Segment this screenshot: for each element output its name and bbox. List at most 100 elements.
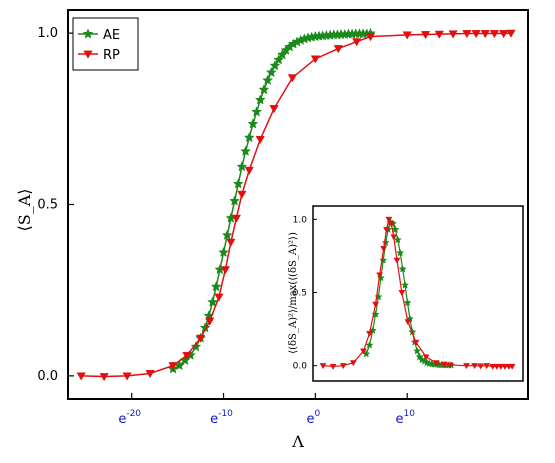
series-rp [76, 29, 516, 382]
data-point-ae [265, 66, 277, 78]
inset-plot-frame [312, 205, 524, 382]
inset-data-point-rp [497, 363, 505, 370]
data-point-rp [226, 238, 236, 247]
inset-data-point-rp [398, 290, 406, 297]
data-point-rp [182, 351, 192, 361]
inset-data-point-ae [371, 310, 380, 318]
inset-data-point-rp [349, 360, 357, 367]
data-point-rp [420, 31, 431, 40]
inset-data-point-rp [483, 363, 491, 370]
data-point-rp [237, 190, 247, 199]
inset-data-point-rp [493, 363, 501, 370]
inset-data-point-ae [393, 235, 402, 244]
data-point-rp [220, 266, 230, 275]
inset-data-point-ae [398, 264, 407, 273]
data-point-rp [506, 29, 516, 38]
data-point-rp [205, 317, 215, 326]
x-tick-label: e-10 [210, 409, 233, 427]
data-point-ae [221, 229, 233, 240]
inset-data-point-ae [413, 346, 422, 355]
data-point-rp [145, 370, 155, 379]
main-y-ticks: 0.0 0.5 1.0 [37, 26, 74, 384]
x-tick-label: e-20 [118, 409, 141, 427]
inset-data-point-rp [372, 301, 380, 308]
data-point-ae [236, 161, 248, 172]
inset-data-point-ae [365, 340, 374, 349]
inset-data-point-rp [380, 246, 388, 253]
inset-data-point-rp [390, 234, 398, 241]
inset-y-axis-label: ⟨(δS_A)²⟩/max(⟨(δS_A)²⟩) [288, 232, 299, 354]
inset-data-point-rp [471, 363, 479, 370]
data-point-rp [214, 293, 224, 302]
data-point-rp [448, 30, 458, 39]
data-point-ae [243, 132, 255, 143]
inset-data-point-rp [383, 227, 390, 234]
inset-data-point-rp [508, 363, 516, 370]
inset-data-point-ae [396, 248, 405, 257]
inset-data-point-rp [387, 221, 395, 228]
inset-chart: 0.0 0.5 1.0 ⟨(δS_A)²⟩/max(⟨(δS_A)²⟩) [288, 205, 524, 382]
inset-data-point-rp [339, 363, 347, 370]
data-point-ae [229, 195, 240, 206]
main-chart: 0.0 0.5 1.0 e-20 e-10 e0 e10 Λ ⟨S_A⟩ AE RP [15, 9, 529, 451]
data-point-ae [276, 49, 288, 60]
data-point-ae [251, 106, 262, 117]
inset-data-point-rp [393, 257, 401, 264]
data-point-ae [190, 341, 202, 352]
legend: AE RP [72, 17, 139, 71]
inset-data-point-rp [463, 363, 470, 370]
legend-box [72, 17, 139, 71]
inset-data-point-rp [477, 363, 485, 370]
data-point-rp [310, 55, 320, 64]
data-point-ae [232, 178, 244, 189]
data-point-rp [244, 166, 254, 175]
inset-data-point-ae [403, 298, 412, 307]
data-point-rp [195, 334, 206, 343]
inset-data-point-rp [404, 319, 412, 326]
data-point-ae [247, 118, 259, 129]
data-point-rp [76, 372, 86, 381]
data-point-rp [99, 373, 109, 382]
x-tick-label: e10 [395, 409, 415, 427]
data-point-rp [402, 31, 412, 40]
data-point-rp [480, 30, 490, 39]
data-point-ae [254, 94, 266, 105]
inset-data-point-rp [422, 354, 430, 361]
main-series [76, 27, 516, 382]
data-point-rp [269, 105, 279, 114]
legend-label-ae: AE [103, 28, 120, 43]
inset-data-point-ae [401, 280, 410, 289]
data-point-rp [333, 45, 343, 54]
inset-data-point-rp [366, 330, 373, 337]
data-point-rp [471, 30, 481, 39]
data-point-rp [287, 74, 298, 83]
inset-data-point-rp [319, 363, 327, 370]
data-point-rp [434, 30, 444, 39]
inset-y-tick-label: 0.5 [293, 289, 307, 299]
data-point-rp [231, 214, 242, 223]
data-point-ae [240, 145, 251, 156]
inset-data-point-rp [385, 216, 393, 223]
data-point-rp [499, 30, 509, 39]
data-point-rp [352, 38, 362, 47]
data-point-rp [255, 135, 265, 145]
data-point-rp [489, 30, 500, 39]
legend-label-rp: RP [103, 48, 120, 63]
x-tick-label: e0 [307, 409, 321, 427]
data-point-rp [168, 362, 178, 371]
y-tick-label: 0.5 [37, 198, 58, 213]
data-point-rp [122, 372, 132, 381]
inset-y-ticks: 0.0 0.5 1.0 [293, 215, 317, 372]
inset-data-point-rp [360, 348, 367, 355]
inset-data-point-rp [432, 360, 440, 367]
inset-data-point-rp [412, 339, 420, 346]
inset-data-point-rp [501, 363, 509, 370]
inset-data-point-rp [446, 362, 454, 369]
inset-data-point-rp [489, 363, 497, 370]
inset-data-point-rp [440, 361, 448, 368]
inset-data-point-rp [329, 363, 337, 370]
inset-y-tick-label: 0.0 [293, 362, 308, 372]
legend-marker-rp [83, 50, 93, 59]
main-x-ticks: e-20 e-10 e0 e10 [118, 393, 415, 427]
